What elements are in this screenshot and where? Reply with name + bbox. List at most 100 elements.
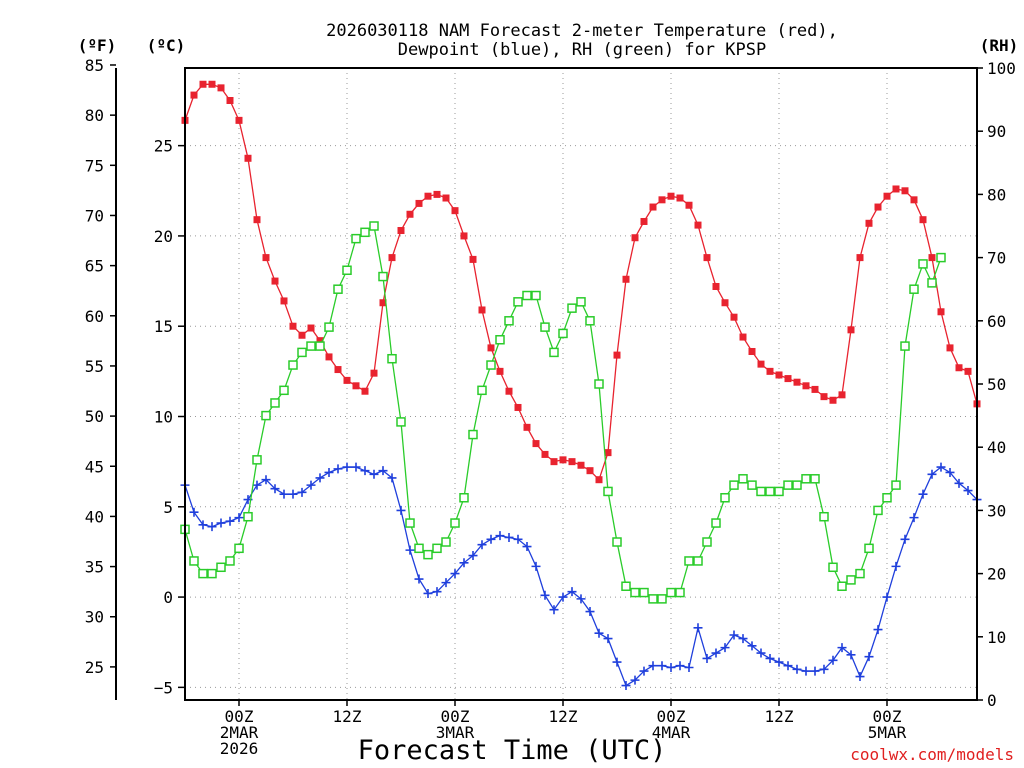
rh-point — [720, 493, 730, 503]
dewpoint-point — [612, 657, 622, 667]
2-meter-temperature-point — [307, 324, 315, 332]
dewpoint-point — [585, 607, 595, 617]
rh-point — [864, 543, 874, 554]
2-meter-temperature-point — [712, 282, 720, 290]
dewpoint-point — [675, 661, 685, 671]
dewpoint-point — [900, 534, 910, 544]
2-meter-temperature-point — [541, 450, 549, 458]
dewpoint-point — [360, 466, 370, 476]
2-meter-temperature-point — [676, 194, 684, 202]
rh-point — [477, 385, 487, 396]
dewpoint-point — [774, 657, 784, 667]
rh-unit-label: (RH) — [980, 36, 1019, 55]
celsius-unit-label: (ºC) — [147, 36, 186, 55]
axes: 25 30 35 40 45 50 55 60 65 70 75 80 85 −5 0 5 10 15 20 25 0 1… — [85, 56, 1016, 710]
rh-point — [297, 347, 307, 358]
2-meter-temperature-point — [802, 382, 810, 390]
credit-text: coolwx.com/models — [850, 745, 1014, 764]
dewpoint-point — [486, 534, 496, 544]
dewpoint-series — [180, 462, 982, 691]
dewpoint-point — [810, 666, 820, 676]
fahrenheit-tick-label: 50 — [85, 407, 104, 426]
2-meter-temperature-point — [343, 376, 351, 384]
2-meter-temperature-point — [406, 210, 414, 218]
rh-point — [837, 581, 847, 591]
rh-tick-label: 30 — [987, 501, 1006, 520]
x-axis-title: Forecast Time (UTC) — [358, 735, 667, 766]
rh-tick-label: 50 — [987, 375, 1006, 394]
dewpoint-point — [504, 532, 514, 542]
2-meter-temperature-point — [595, 476, 603, 484]
2-meter-temperature-point — [568, 458, 576, 466]
2-meter-temperature-point — [883, 192, 891, 200]
grid-lines — [185, 68, 977, 700]
2-meter-temperature-point — [874, 203, 882, 211]
rh-point — [342, 265, 352, 275]
x-tick-label: 3MAR — [436, 723, 475, 742]
x-tick-label: 00Z — [657, 707, 686, 726]
dewpoint-point — [198, 520, 208, 530]
rh-tick-label: 90 — [987, 122, 1006, 141]
rh-point — [261, 410, 271, 421]
x-tick-label: 5MAR — [868, 723, 907, 742]
dewpoint-point — [828, 655, 838, 665]
2-meter-temperature-point — [586, 467, 594, 475]
2-meter-temperature-point — [523, 423, 531, 431]
2-meter-temperature-point — [937, 308, 945, 316]
dewpoint-point — [792, 664, 802, 674]
rh-point — [234, 543, 244, 554]
2-meter-temperature-point — [532, 440, 540, 448]
2-meter-temperature-point — [820, 393, 828, 401]
2-meter-temperature-point — [658, 196, 666, 204]
x-tick-label: 12Z — [765, 707, 794, 726]
rh-point — [774, 486, 784, 497]
dewpoint-point — [783, 661, 793, 671]
dewpoint-point — [864, 652, 874, 662]
rh-point — [828, 562, 838, 573]
rh-point — [504, 316, 514, 326]
fahrenheit-tick-label: 85 — [85, 56, 104, 75]
rh-point — [423, 549, 433, 560]
2-meter-temperature-point — [919, 216, 927, 224]
dewpoint-point — [621, 681, 631, 691]
2-meter-temperature-point — [379, 299, 387, 307]
dewpoint-point — [945, 467, 955, 477]
rh-point — [909, 284, 919, 294]
dewpoint-point — [639, 666, 649, 676]
dewpoint-point — [351, 462, 361, 472]
2-meter-temperature-point — [388, 254, 396, 262]
rh-point — [747, 480, 757, 490]
2-meter-temperature-point — [775, 371, 783, 379]
2-meter-temperature-point — [334, 366, 342, 374]
rh-point — [558, 328, 568, 339]
2-meter-temperature-point — [730, 313, 738, 321]
2-meter-temperature-point — [613, 351, 621, 359]
dewpoint-point — [279, 489, 289, 499]
x-tick-label: 00Z — [873, 707, 902, 726]
dewpoint-point — [963, 486, 973, 496]
rh-tick-label: 100 — [987, 59, 1016, 78]
dewpoint-point — [405, 545, 415, 555]
dewpoint-point — [666, 662, 676, 672]
2-meter-temperature-point — [244, 154, 252, 162]
rh-point — [846, 575, 856, 585]
rh-point — [306, 341, 316, 351]
2-meter-temperature-point — [460, 232, 468, 240]
2-meter-temperature-point — [352, 382, 360, 390]
dewpoint-point — [603, 634, 613, 644]
2-meter-temperature-point — [253, 216, 261, 224]
rh-point — [675, 587, 685, 598]
celsius-tick-label: 20 — [154, 227, 173, 246]
dewpoint-point — [378, 466, 388, 476]
dewpoint-point — [306, 480, 316, 490]
2-meter-temperature-point — [280, 297, 288, 305]
2-meter-temperature-point — [955, 364, 963, 372]
rh-point — [738, 474, 748, 484]
rh-point — [549, 347, 559, 358]
rh-point — [603, 486, 613, 497]
dewpoint-point — [189, 507, 199, 517]
dewpoint-point — [324, 467, 334, 477]
2-meter-temperature-point — [451, 207, 459, 215]
2-meter-temperature-point — [316, 337, 324, 345]
